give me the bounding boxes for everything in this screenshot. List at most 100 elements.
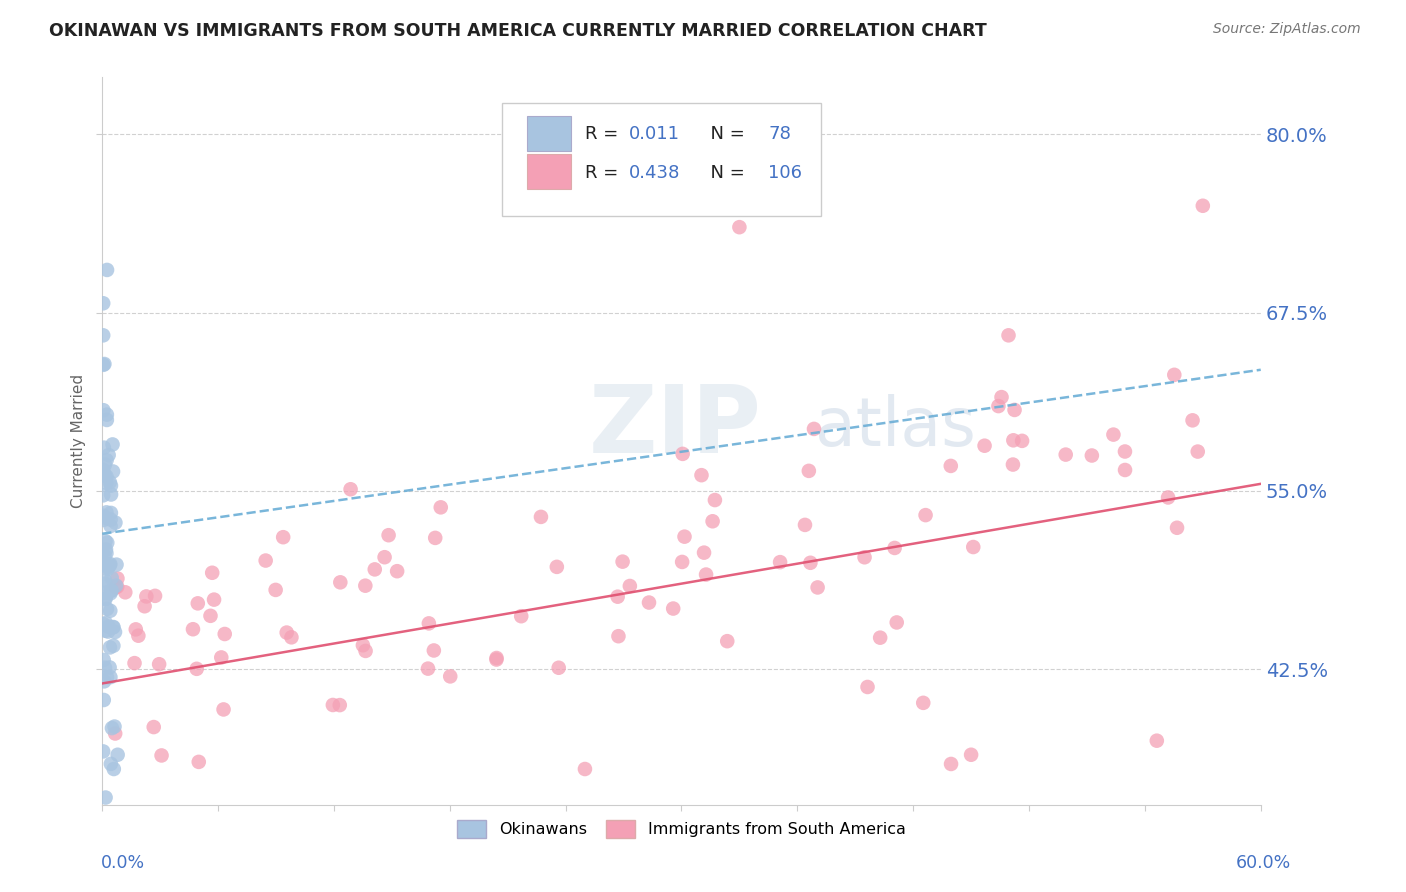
Point: [690, 468, 713, 483]
Point: [673, 530, 696, 544]
Point: [1157, 491, 1180, 505]
Point: [485, 651, 508, 665]
Text: N =: N =: [699, 164, 751, 183]
Point: [374, 550, 396, 565]
Point: [1163, 368, 1185, 382]
Text: R =: R =: [585, 125, 624, 143]
Point: [695, 567, 717, 582]
Point: [271, 530, 294, 544]
Point: [1081, 449, 1104, 463]
Point: [135, 590, 157, 604]
Point: [98, 475, 121, 490]
Point: [94, 534, 117, 549]
Text: atlas: atlas: [814, 393, 976, 459]
Point: [93, 403, 115, 417]
Point: [96, 453, 118, 467]
Text: Source: ZipAtlas.com: Source: ZipAtlas.com: [1213, 22, 1361, 37]
Point: [96, 560, 118, 574]
Point: [214, 627, 236, 641]
Point: [1187, 444, 1209, 458]
Point: [96, 546, 118, 560]
Point: [1054, 448, 1077, 462]
Point: [104, 625, 127, 640]
Point: [93, 693, 115, 707]
Point: [143, 589, 166, 603]
Point: [186, 662, 208, 676]
Point: [385, 564, 408, 578]
Point: [987, 399, 1010, 413]
Point: [1102, 427, 1125, 442]
Point: [510, 609, 533, 624]
Point: [91, 463, 114, 477]
Point: [97, 624, 120, 639]
Point: [142, 720, 165, 734]
Text: 0.438: 0.438: [630, 164, 681, 183]
Point: [181, 622, 204, 636]
Point: [914, 508, 936, 522]
FancyBboxPatch shape: [502, 103, 821, 216]
Point: [187, 596, 209, 610]
Point: [91, 555, 114, 569]
Point: [416, 662, 439, 676]
Point: [100, 519, 122, 533]
Point: [107, 572, 129, 586]
Point: [662, 601, 685, 615]
Point: [354, 644, 377, 658]
Point: [98, 557, 121, 571]
Point: [94, 574, 117, 588]
Point: [96, 505, 118, 519]
Point: [93, 513, 115, 527]
Point: [114, 585, 136, 599]
Point: [354, 579, 377, 593]
Point: [94, 586, 117, 600]
Point: [105, 558, 128, 572]
Point: [91, 328, 114, 343]
Point: [96, 469, 118, 483]
Point: [97, 620, 120, 634]
Point: [997, 328, 1019, 343]
Point: [98, 660, 121, 674]
Point: [98, 558, 121, 573]
Bar: [527, 116, 571, 151]
Text: 106: 106: [768, 164, 803, 183]
Point: [619, 579, 641, 593]
Point: [329, 575, 352, 590]
Point: [728, 220, 751, 235]
Point: [96, 263, 118, 277]
Point: [104, 726, 127, 740]
Point: [91, 296, 114, 310]
Point: [703, 493, 725, 508]
Point: [1114, 463, 1136, 477]
Point: [869, 631, 891, 645]
Point: [606, 590, 628, 604]
Point: [96, 413, 118, 427]
Point: [105, 578, 128, 592]
Point: [187, 755, 209, 769]
Point: [797, 464, 820, 478]
Point: [1146, 733, 1168, 747]
Point: [100, 583, 122, 598]
Point: [264, 582, 287, 597]
Point: [322, 698, 344, 712]
Point: [1181, 413, 1204, 427]
Point: [91, 508, 114, 523]
Point: [91, 488, 114, 502]
Point: [280, 630, 302, 644]
Point: [103, 720, 125, 734]
Point: [93, 674, 115, 689]
Point: [912, 696, 935, 710]
Point: [352, 638, 374, 652]
Text: 0.0%: 0.0%: [101, 855, 145, 872]
Text: OKINAWAN VS IMMIGRANTS FROM SOUTH AMERICA CURRENTLY MARRIED CORRELATION CHART: OKINAWAN VS IMMIGRANTS FROM SOUTH AMERIC…: [49, 22, 987, 40]
Point: [716, 634, 738, 648]
Point: [574, 762, 596, 776]
Point: [546, 559, 568, 574]
Point: [973, 439, 995, 453]
Point: [100, 487, 122, 501]
Point: [94, 591, 117, 606]
Point: [377, 528, 399, 542]
Point: [807, 581, 830, 595]
Point: [101, 465, 124, 479]
Point: [96, 602, 118, 616]
Point: [127, 629, 149, 643]
